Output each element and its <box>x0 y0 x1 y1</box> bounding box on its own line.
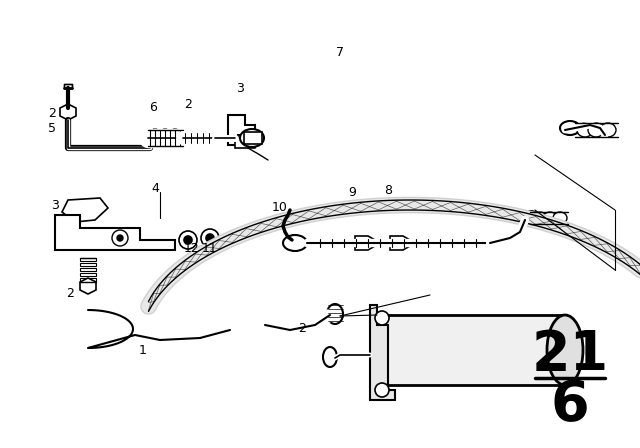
Polygon shape <box>80 263 96 266</box>
Polygon shape <box>80 258 96 261</box>
Ellipse shape <box>588 123 604 137</box>
Polygon shape <box>355 236 375 250</box>
Text: 10: 10 <box>272 201 288 214</box>
Polygon shape <box>228 115 255 145</box>
Ellipse shape <box>600 123 616 137</box>
Ellipse shape <box>240 129 264 147</box>
Ellipse shape <box>375 311 389 325</box>
Ellipse shape <box>547 315 583 385</box>
Text: 11: 11 <box>202 241 218 254</box>
Ellipse shape <box>533 212 547 224</box>
Ellipse shape <box>179 231 197 249</box>
Text: 12: 12 <box>184 241 200 254</box>
Ellipse shape <box>520 211 540 225</box>
Text: 3: 3 <box>236 82 244 95</box>
Text: 8: 8 <box>384 184 392 197</box>
Polygon shape <box>80 278 96 294</box>
Polygon shape <box>80 278 96 281</box>
Text: 7: 7 <box>336 46 344 59</box>
Ellipse shape <box>206 234 214 242</box>
Ellipse shape <box>375 383 389 397</box>
Ellipse shape <box>168 129 182 147</box>
Text: 5: 5 <box>48 121 56 134</box>
Ellipse shape <box>543 212 557 224</box>
Ellipse shape <box>560 121 580 135</box>
Ellipse shape <box>112 230 128 246</box>
Polygon shape <box>80 273 96 276</box>
Text: 9: 9 <box>348 185 356 198</box>
Bar <box>244 132 262 144</box>
Text: 2: 2 <box>298 322 306 335</box>
Ellipse shape <box>577 123 593 137</box>
Polygon shape <box>60 104 76 120</box>
Text: 6: 6 <box>550 378 589 432</box>
Polygon shape <box>64 84 72 88</box>
Ellipse shape <box>184 236 192 244</box>
Text: 21: 21 <box>531 328 609 382</box>
Polygon shape <box>390 236 410 250</box>
Text: 2: 2 <box>184 98 192 111</box>
Ellipse shape <box>327 304 343 324</box>
Polygon shape <box>370 305 395 400</box>
Text: 6: 6 <box>149 100 157 113</box>
Polygon shape <box>80 268 96 271</box>
Text: 1: 1 <box>139 344 147 357</box>
Text: 2: 2 <box>48 107 56 120</box>
Text: 3: 3 <box>51 198 59 211</box>
Bar <box>385 315 565 385</box>
Ellipse shape <box>201 229 219 247</box>
Ellipse shape <box>283 235 307 251</box>
Polygon shape <box>55 215 175 250</box>
Ellipse shape <box>553 212 567 224</box>
Ellipse shape <box>148 129 162 147</box>
Text: 2: 2 <box>66 287 74 300</box>
Ellipse shape <box>117 235 123 241</box>
Polygon shape <box>62 198 108 222</box>
Text: 4: 4 <box>151 181 159 194</box>
Ellipse shape <box>158 129 172 147</box>
Ellipse shape <box>323 347 337 367</box>
Polygon shape <box>235 138 258 148</box>
Polygon shape <box>377 315 385 385</box>
